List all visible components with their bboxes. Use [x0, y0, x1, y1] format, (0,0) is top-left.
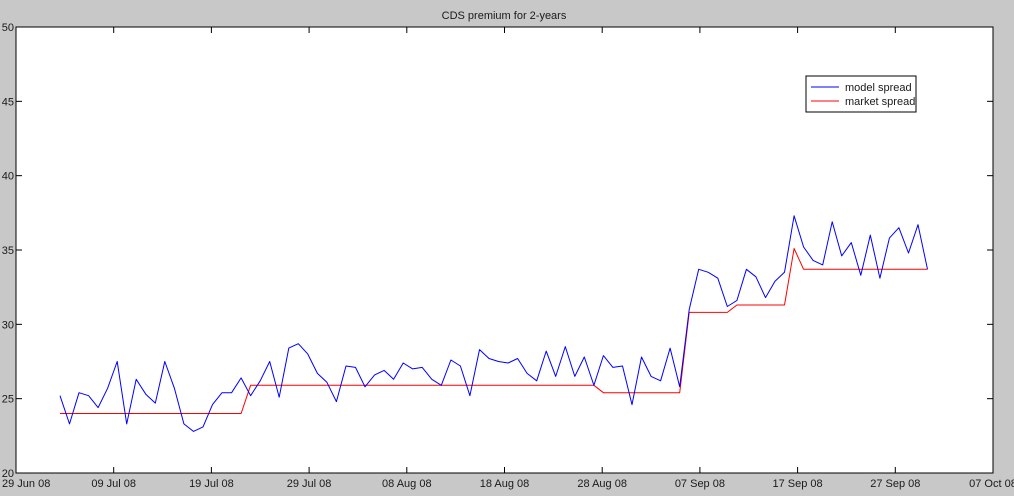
series-line-model-spread: [59, 215, 928, 432]
x-tick-label: 27 Sep 08: [870, 478, 920, 490]
x-tick-label: 07 Oct 08: [969, 478, 1014, 490]
x-tick-label: 18 Aug 08: [480, 478, 530, 490]
x-tick-label: 08 Aug 08: [382, 478, 432, 490]
x-tick-label: 09 Jul 08: [91, 478, 136, 490]
series-line-market-spread: [60, 248, 928, 414]
y-tick-label: 25: [2, 394, 14, 406]
x-tick-label: 17 Sep 08: [773, 478, 823, 490]
x-tick-label: 07 Sep 08: [675, 478, 725, 490]
y-tick-label: 50: [2, 22, 14, 34]
legend-box: [805, 75, 917, 113]
y-tick-label: 45: [2, 96, 14, 108]
series-layer: [59, 215, 928, 432]
y-tick-label: 40: [2, 171, 14, 183]
legend-label-model-spread: model spread: [845, 82, 912, 94]
x-tick-label: 29 Jul 08: [287, 478, 332, 490]
y-tick-label: 30: [2, 319, 14, 331]
x-tick-label: 19 Jul 08: [189, 478, 234, 490]
x-tick-label: 29 Jun 08: [2, 478, 50, 490]
x-tick-label: 28 Aug 08: [577, 478, 627, 490]
chart-title: CDS premium for 2-years: [442, 10, 567, 22]
legend-label-market-spread: market spread: [845, 96, 915, 108]
y-tick-label: 20: [2, 468, 14, 480]
y-axis: 20 25 30 35 40 45 50: [2, 22, 993, 480]
x-axis: 29 Jun 08 09 Jul 08 19 Jul 08 29 Jul 08 08 A…: [2, 27, 1014, 490]
legend: model spread market spread: [805, 75, 917, 113]
y-tick-label: 35: [2, 245, 14, 257]
